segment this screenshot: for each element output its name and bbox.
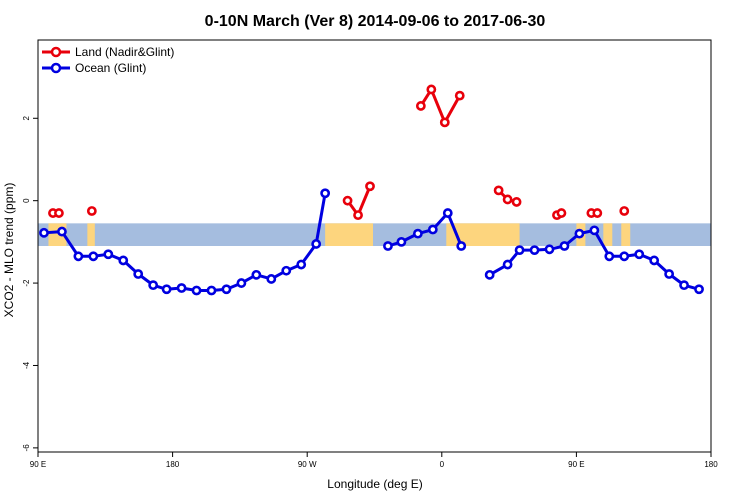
data-point-ocean [88,251,99,262]
series-ocean [39,188,704,296]
axes: 90 E 180 90 W 0 90 E 180 -6 -4 -2 0 2 [22,116,718,469]
x-tick-label: 0 [440,460,445,469]
data-point-ocean [176,283,187,293]
data-point-ocean [456,241,467,251]
data-point-ocean [529,245,540,256]
data-point-land [511,197,522,207]
band-land [621,223,631,246]
data-point-ocean [664,269,675,279]
data-point-ocean [396,236,407,247]
data-point-land [454,90,465,101]
data-point-ocean [589,225,600,236]
data-point-ocean [383,241,393,251]
legend-land-label: Land (Nadir&Glint) [75,45,174,59]
data-point-ocean [161,284,172,295]
data-point-ocean [118,255,129,266]
data-point-ocean [574,228,585,239]
background-band [38,223,711,246]
series-land [48,84,630,220]
y-tick-label: 0 [22,198,31,203]
legend-ocean-marker [50,62,62,74]
data-point-ocean [266,274,277,284]
data-point-ocean [619,251,630,262]
band-land [87,223,95,246]
data-point-ocean [649,255,660,266]
band-land [325,223,374,246]
chart-title: 0-10N March (Ver 8) 2014-09-06 to 2017-0… [205,13,546,30]
y-tick-label: -4 [22,361,31,369]
series-line-land [419,87,462,124]
x-tick-label: 90 E [568,460,584,469]
data-point-ocean [296,259,307,270]
legend-land-marker [50,46,62,58]
y-tick-label: -2 [22,279,31,287]
data-point-ocean [133,269,144,279]
data-point-ocean [634,249,645,260]
data-point-land [556,208,567,218]
data-point-ocean [604,251,615,262]
data-point-ocean [73,251,84,262]
data-point-land [415,101,426,111]
series-layer [39,84,704,296]
y-tick-label: -6 [22,444,31,452]
band-land [446,223,520,246]
data-point-land [619,206,630,216]
x-tick-label: 90 E [30,460,46,469]
data-point-land [502,194,513,205]
data-point-ocean [412,228,423,239]
data-point-ocean [191,285,202,296]
data-point-land [426,84,437,95]
x-tick-label: 180 [166,460,180,469]
data-point-ocean [484,269,495,280]
legend: Land (Nadir&Glint) Ocean (Glint) [42,45,174,75]
data-point-ocean [236,278,247,288]
y-axis-label: XCO2 - MLO trend (ppm) [2,183,16,318]
data-point-ocean [559,241,570,251]
data-point-land [342,195,353,206]
data-point-ocean [251,269,262,280]
plot-frame [37,39,712,453]
y-tick-label: 2 [22,116,31,121]
data-point-ocean [502,259,513,270]
data-point-land [493,185,504,196]
data-point-ocean [442,208,453,218]
data-point-ocean [206,285,217,296]
data-point-ocean [57,226,67,237]
data-point-ocean [221,284,232,295]
data-point-ocean [103,249,114,260]
legend-ocean-label: Ocean (Glint) [75,61,146,75]
band-land [603,223,613,246]
x-tick-label: 180 [704,460,718,469]
data-point-land [353,210,363,220]
data-point-ocean [694,284,704,295]
data-point-ocean [311,239,322,249]
data-point-ocean [281,265,292,276]
data-point-land [86,206,97,216]
data-point-ocean [544,244,555,255]
data-point-ocean [679,280,689,291]
data-point-ocean [148,280,159,291]
data-point-land [365,181,375,192]
data-point-ocean [427,224,438,235]
data-point-ocean [514,245,525,256]
x-axis-label: Longitude (deg E) [327,477,422,491]
data-point-ocean [39,227,49,238]
x-tick-label: 90 W [298,460,317,469]
data-point-land [54,208,64,218]
data-point-land [592,208,603,218]
data-point-land [439,117,450,128]
data-point-ocean [320,188,331,199]
band-ocean [38,223,711,246]
